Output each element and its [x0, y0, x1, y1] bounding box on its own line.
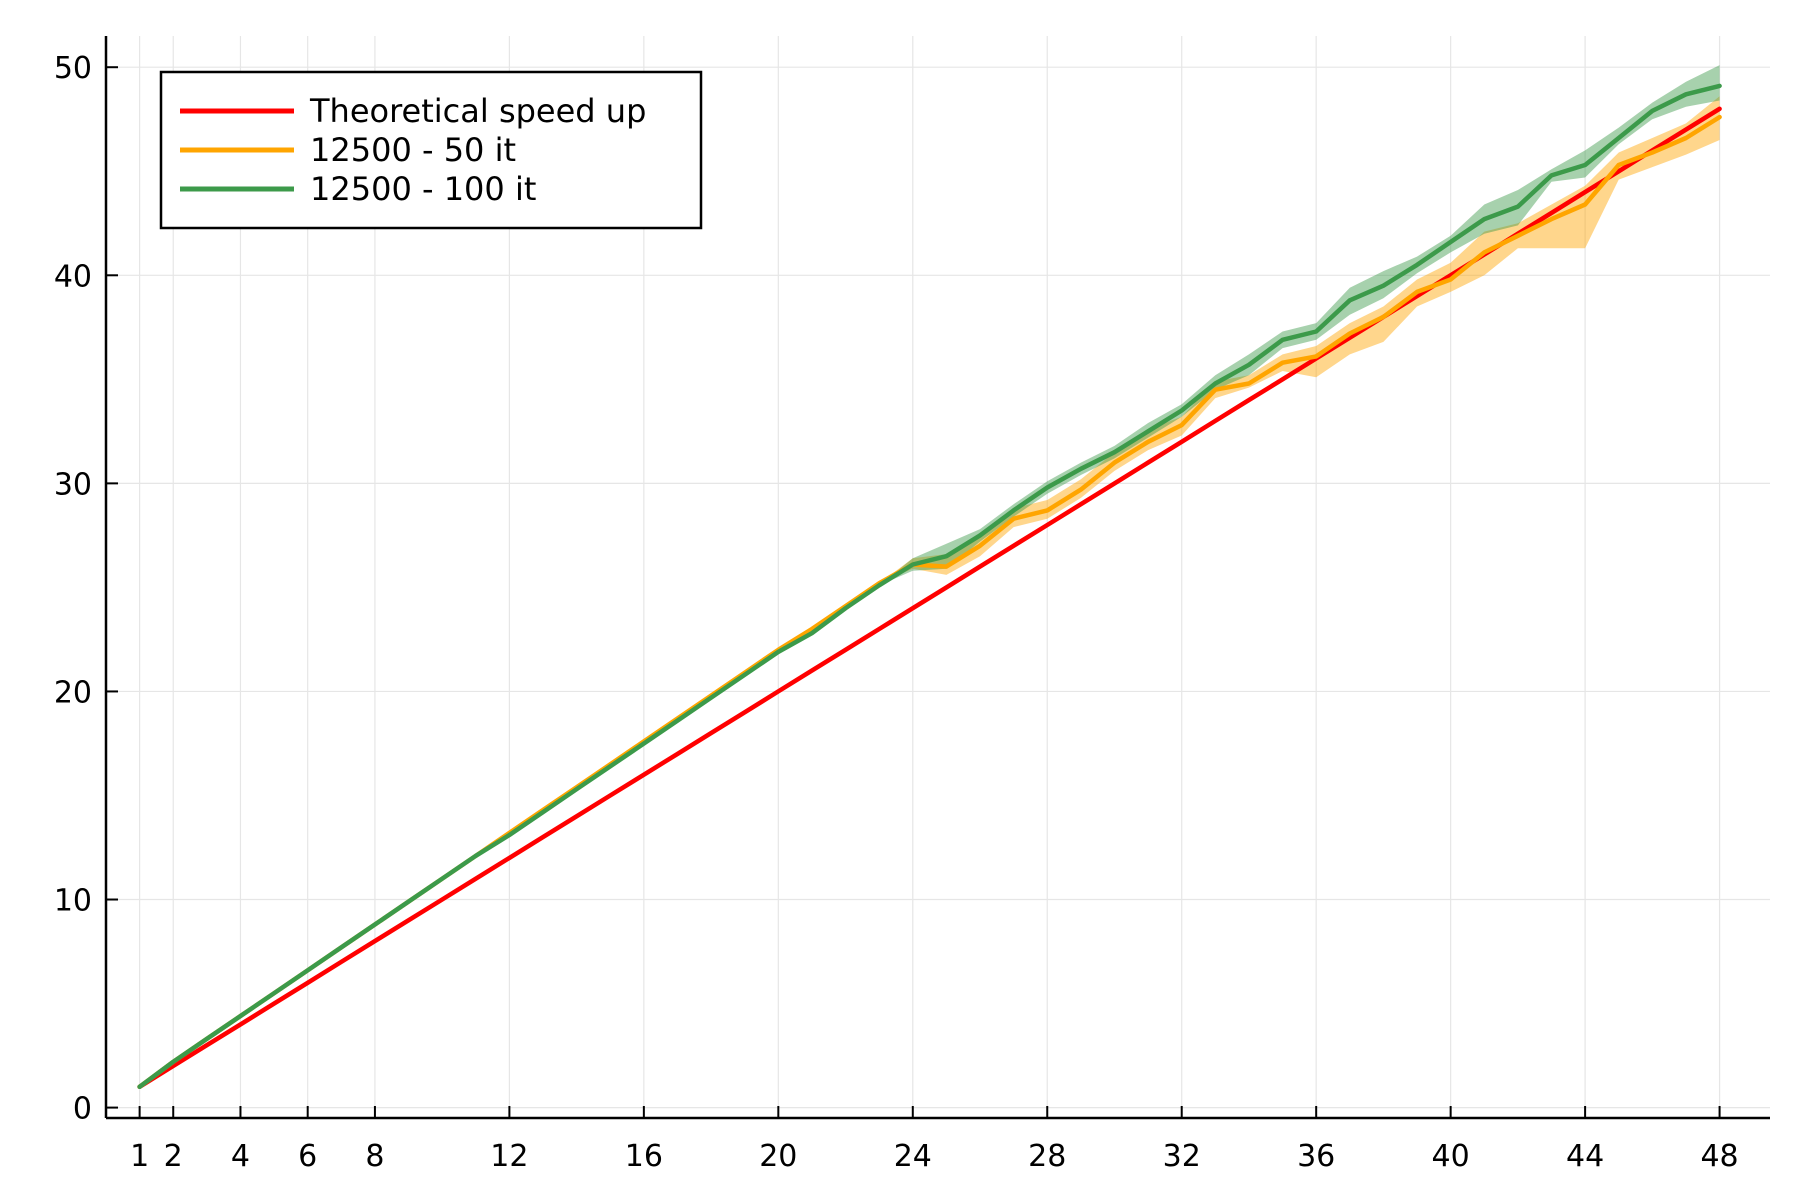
axes	[104, 36, 1770, 1120]
x-tick-label: 48	[1700, 1139, 1738, 1174]
y-tick-label: 0	[73, 1092, 92, 1127]
x-tick-label: 4	[231, 1139, 250, 1174]
x-tick-label: 8	[365, 1139, 384, 1174]
y-tick-label: 20	[54, 675, 92, 710]
series-line-theoretical-speed-up	[137, 106, 1722, 1090]
x-tick-label: 12	[490, 1139, 528, 1174]
x-tick-label: 36	[1297, 1139, 1335, 1174]
band-12500-100-it	[139, 65, 1720, 1087]
legend: Theoretical speed up 12500 - 50 it 12500…	[159, 70, 703, 230]
y-tick-label: 40	[54, 259, 92, 294]
legend-label-theoretical: Theoretical speed up	[309, 92, 646, 130]
x-tick-label: 28	[1028, 1139, 1066, 1174]
x-tick-label: 32	[1163, 1139, 1201, 1174]
legend-entry-theoretical: Theoretical speed up	[180, 92, 646, 130]
legend-label-100it: 12500 - 100 it	[310, 170, 536, 208]
x-tick-label: 2	[164, 1139, 183, 1174]
y-tick-label: 50	[54, 51, 92, 86]
y-tick-label: 10	[54, 884, 92, 919]
x-tick-label: 44	[1566, 1139, 1604, 1174]
series-line-12500-100-it	[137, 83, 1722, 1090]
y-tick-label: 30	[54, 467, 92, 502]
x-tick-label: 1	[130, 1139, 149, 1174]
legend-entry-50it: 12500 - 50 it	[180, 131, 516, 169]
x-tick-label: 20	[759, 1139, 797, 1174]
series-lines	[137, 83, 1722, 1090]
legend-label-50it: 12500 - 50 it	[310, 131, 516, 169]
band-12500-50-it	[139, 96, 1720, 1087]
x-tick-label: 16	[625, 1139, 663, 1174]
x-tick-label: 6	[298, 1139, 317, 1174]
confidence-bands	[139, 65, 1720, 1087]
legend-entry-100it: 12500 - 100 it	[180, 170, 536, 208]
x-tick-label: 40	[1432, 1139, 1470, 1174]
x-tick-label: 24	[894, 1139, 932, 1174]
